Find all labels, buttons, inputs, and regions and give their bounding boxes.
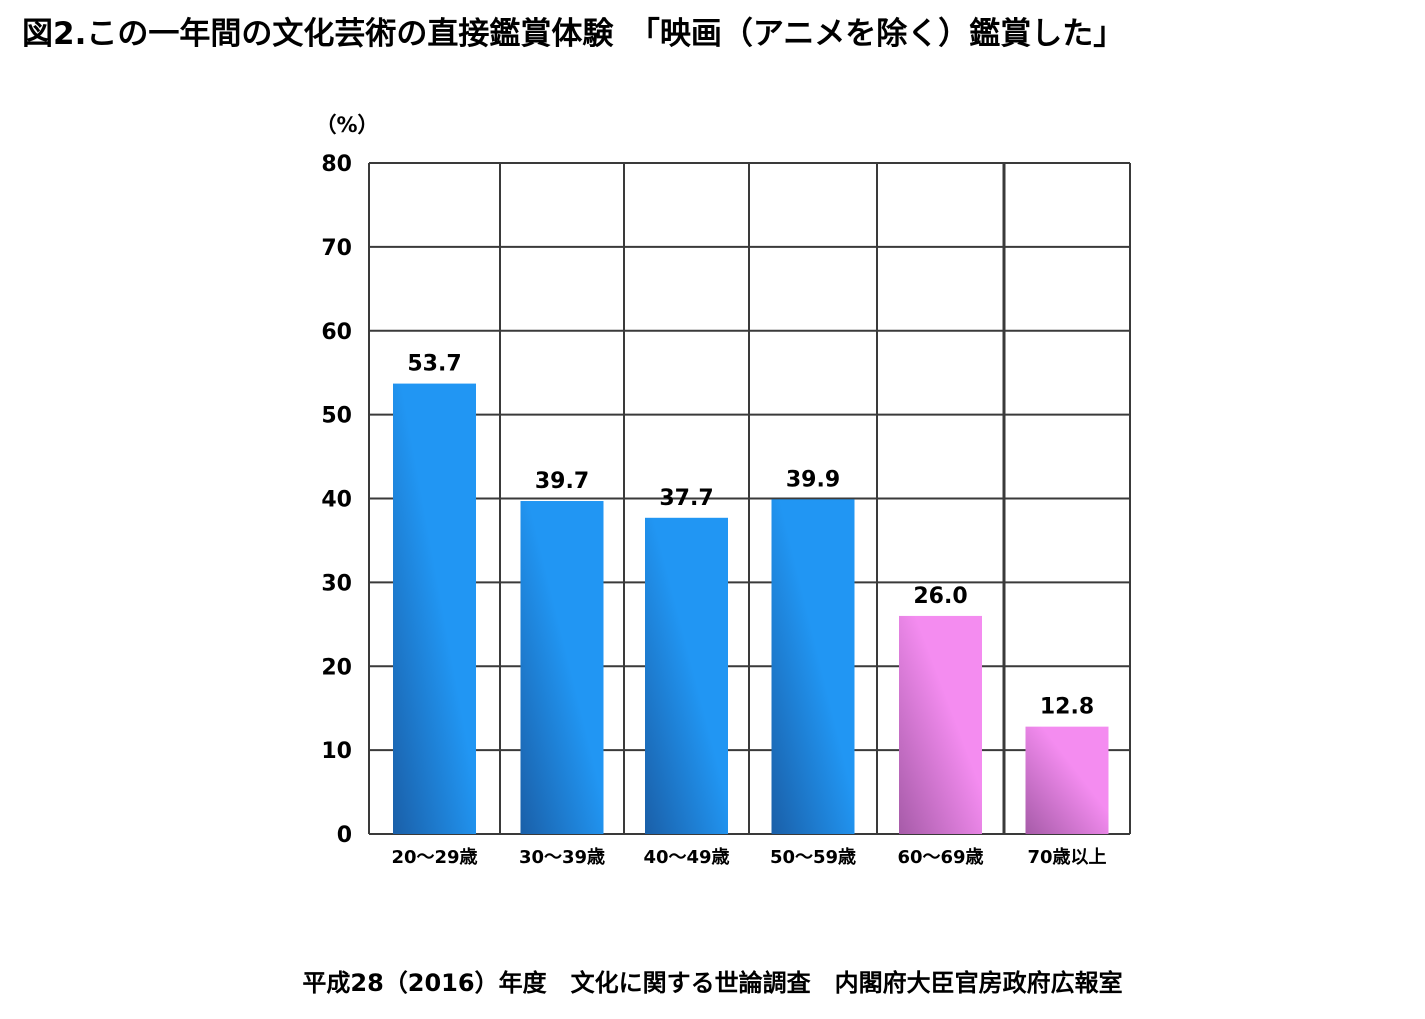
x-category-label: 40～49歳 bbox=[643, 847, 729, 868]
x-category-label: 70歳以上 bbox=[1027, 847, 1106, 868]
y-tick-label: 50 bbox=[321, 404, 352, 429]
data-label: 26.0 bbox=[913, 584, 967, 609]
bar bbox=[771, 499, 855, 834]
y-tick-label: 60 bbox=[321, 320, 352, 345]
data-label: 39.7 bbox=[535, 469, 589, 494]
y-axis-unit-label: （%） bbox=[315, 113, 378, 137]
y-tick-label: 30 bbox=[321, 571, 352, 596]
x-category-label: 30～39歳 bbox=[519, 847, 605, 868]
data-label: 37.7 bbox=[659, 486, 713, 511]
bar bbox=[393, 383, 476, 834]
y-tick-label: 70 bbox=[321, 236, 352, 261]
source-note: 平成28（2016）年度 文化に関する世論調査 内閣府大臣官房政府広報室 bbox=[302, 969, 1123, 997]
bar bbox=[645, 517, 728, 834]
y-tick-label: 20 bbox=[321, 655, 352, 680]
data-label: 12.8 bbox=[1040, 695, 1094, 720]
bar bbox=[899, 615, 982, 834]
chart-title: 図2.この一年間の文化芸術の直接鑑賞体験 「映画（アニメを除く）鑑賞した」 bbox=[22, 16, 1125, 52]
bar-chart: （%） 0 10 20 30 40 50 60 70 80 53.7 39.7 37.7 39.9 26… bbox=[315, 113, 1131, 868]
data-label: 39.9 bbox=[786, 467, 840, 492]
data-label: 53.7 bbox=[407, 352, 461, 377]
bar bbox=[520, 501, 604, 834]
y-tick-label: 0 bbox=[337, 823, 352, 848]
x-category-label: 60～69歳 bbox=[897, 847, 983, 868]
x-category-label: 50～59歳 bbox=[770, 847, 856, 868]
x-category-label: 20～29歳 bbox=[391, 847, 477, 868]
y-tick-label: 80 bbox=[321, 152, 352, 177]
bar bbox=[1025, 726, 1109, 834]
y-tick-label: 10 bbox=[321, 739, 352, 764]
y-tick-label: 40 bbox=[321, 488, 352, 513]
